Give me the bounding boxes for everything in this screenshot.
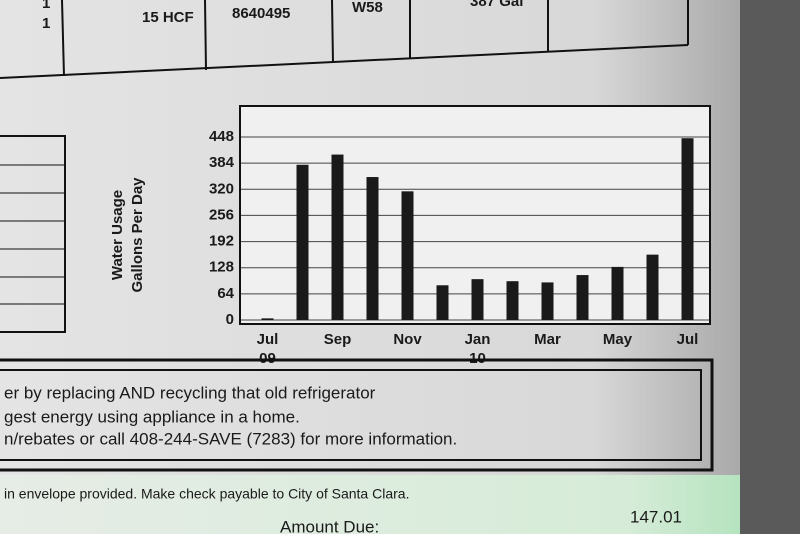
message-line: gest energy using appliance in a home. bbox=[4, 407, 300, 426]
y-tick-label: 384 bbox=[209, 154, 235, 171]
y-axis-label: Gallons Per Day bbox=[129, 177, 146, 293]
table-cell: 8640495 bbox=[232, 5, 290, 22]
payment-stub bbox=[0, 475, 740, 534]
message-line: er by replacing AND recycling that old r… bbox=[4, 383, 376, 402]
amount: 147.01 bbox=[630, 507, 682, 526]
y-tick-label: 128 bbox=[209, 259, 234, 276]
x-tick-label: Nov bbox=[393, 331, 422, 348]
y-axis-label: Water Usage bbox=[109, 190, 126, 280]
bar bbox=[541, 282, 554, 320]
bar bbox=[366, 177, 379, 320]
y-tick-label: 256 bbox=[209, 206, 234, 223]
table-cell: 1 bbox=[42, 0, 50, 12]
table-cell: 387 Gal bbox=[470, 0, 523, 10]
bar bbox=[471, 279, 484, 320]
chart: 0 64 128 192 256 320 384 448 Water Usage Gallons … bbox=[109, 128, 709, 367]
meter-table bbox=[0, 0, 689, 79]
table-cell: 15 HCF bbox=[142, 9, 194, 26]
bar bbox=[401, 191, 414, 320]
bar bbox=[681, 138, 694, 320]
x-tick-label: Jul 09 bbox=[257, 331, 279, 367]
bar bbox=[436, 285, 449, 320]
bar bbox=[611, 266, 624, 320]
message-box bbox=[0, 358, 714, 472]
bar bbox=[331, 154, 344, 320]
message-line: n/rebates or call 408-244-SAVE (7283) fo… bbox=[4, 429, 457, 448]
bar bbox=[646, 254, 659, 320]
table-cell: W58 bbox=[352, 0, 383, 16]
y-tick-label: 192 bbox=[209, 233, 234, 250]
footer-note: in envelope provided. Make check payable… bbox=[4, 486, 409, 502]
y-tick-label: 64 bbox=[217, 285, 234, 302]
y-tick-label: 320 bbox=[209, 180, 234, 197]
x-tick-label: Mar bbox=[534, 331, 561, 348]
y-tick-label: 0 bbox=[226, 311, 234, 328]
bar bbox=[506, 281, 519, 320]
table-cell: 1 bbox=[42, 15, 50, 32]
x-tick-label: Jul bbox=[677, 331, 699, 348]
bar bbox=[261, 318, 274, 320]
bar bbox=[576, 275, 589, 320]
amount-label: Amount Due: bbox=[280, 517, 379, 534]
x-tick-label: Jan 10 bbox=[465, 331, 491, 367]
bar bbox=[296, 164, 309, 320]
x-tick-label: May bbox=[603, 331, 633, 348]
left-box bbox=[0, 135, 66, 333]
message-box-inner bbox=[0, 369, 702, 461]
x-tick-label: Sep bbox=[324, 331, 352, 348]
y-tick-label: 448 bbox=[209, 128, 234, 145]
